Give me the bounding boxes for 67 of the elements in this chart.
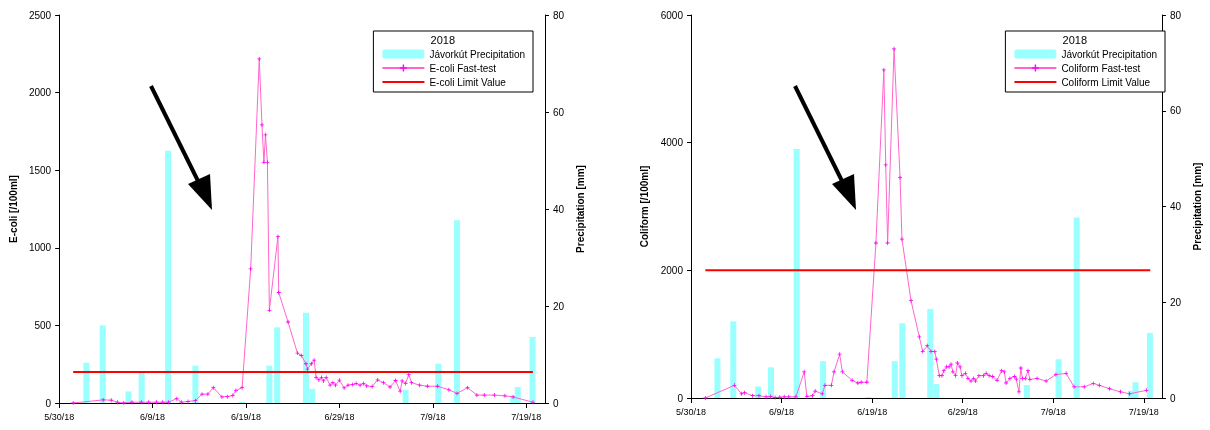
legend-label: E-coli Limit Value bbox=[429, 76, 507, 88]
legend-title: 2018 bbox=[430, 33, 456, 46]
bar bbox=[714, 358, 721, 398]
y2-tick-label: 20 bbox=[1169, 296, 1182, 308]
y2-tick-label: 20 bbox=[553, 300, 565, 312]
y2-tick-label: 80 bbox=[1169, 9, 1182, 21]
bar bbox=[730, 321, 737, 398]
y-tick-label: 0 bbox=[677, 392, 684, 404]
bar bbox=[514, 387, 521, 403]
bar bbox=[266, 365, 273, 403]
bar bbox=[1055, 359, 1062, 398]
bar bbox=[1132, 382, 1139, 398]
x-tick-label: 6/9/18 bbox=[140, 412, 166, 422]
y2-tick-label: 80 bbox=[553, 9, 565, 21]
y2-tick-label: 60 bbox=[1169, 105, 1182, 117]
y-tick-label: 2000 bbox=[28, 87, 52, 99]
bar bbox=[274, 327, 281, 403]
y-tick-label: 6000 bbox=[660, 9, 684, 21]
legend-label: Jávorkút Precipitation bbox=[429, 48, 526, 60]
y2-tick-label: 40 bbox=[553, 203, 565, 215]
bar bbox=[820, 361, 827, 398]
bar bbox=[793, 149, 800, 398]
legend-label: Coliform Limit Value bbox=[1061, 76, 1151, 88]
bar bbox=[529, 337, 536, 403]
y2-axis-title: Precipitation [mm] bbox=[1191, 162, 1203, 251]
bar bbox=[1073, 217, 1080, 398]
x-tick-label: 7/9/18 bbox=[420, 412, 446, 422]
x-tick-label: 5/30/18 bbox=[44, 412, 75, 422]
legend-label: Coliform Fast-test bbox=[1061, 62, 1141, 74]
x-tick-label: 6/29/18 bbox=[947, 407, 978, 417]
x-tick-label: 7/19/18 bbox=[511, 412, 542, 422]
x-tick-label: 6/19/18 bbox=[857, 407, 888, 417]
x-tick-label: 5/30/18 bbox=[675, 407, 707, 417]
bar bbox=[83, 362, 90, 403]
x-tick-label: 7/9/18 bbox=[1040, 407, 1066, 417]
y2-tick-label: 0 bbox=[1169, 392, 1176, 404]
bar bbox=[755, 386, 762, 398]
y-tick-label: 0 bbox=[45, 397, 52, 409]
y-tick-label: 2000 bbox=[660, 264, 684, 276]
bar bbox=[138, 371, 145, 403]
bar bbox=[1146, 332, 1153, 398]
y2-tick-label: 60 bbox=[553, 106, 565, 118]
y-tick-label: 1000 bbox=[28, 242, 52, 254]
legend-label: E-coli Fast-test bbox=[429, 62, 497, 74]
y-tick-label: 4000 bbox=[660, 137, 684, 149]
bar bbox=[125, 391, 132, 403]
legend-title: 2018 bbox=[1062, 33, 1088, 46]
x-tick-label: 6/9/18 bbox=[769, 407, 795, 417]
y-tick-label: 1500 bbox=[28, 164, 52, 176]
y2-axis-title: Precipitation [mm] bbox=[574, 165, 586, 253]
bar bbox=[454, 220, 461, 403]
x-tick-label: 7/19/18 bbox=[1128, 407, 1159, 417]
y-axis-title: E-coli [/100ml] bbox=[7, 175, 19, 243]
x-tick-label: 6/29/18 bbox=[324, 412, 355, 422]
bar bbox=[402, 389, 409, 403]
y-tick-label: 2500 bbox=[28, 9, 52, 21]
y-axis-title: Coliform [/100ml] bbox=[639, 165, 651, 248]
bar bbox=[165, 150, 172, 403]
x-tick-label: 6/19/18 bbox=[231, 412, 262, 422]
legend-label: Jávorkút Precipitation bbox=[1061, 48, 1158, 60]
y2-tick-label: 0 bbox=[553, 397, 559, 409]
bar bbox=[1023, 385, 1030, 398]
y2-tick-label: 40 bbox=[1169, 201, 1182, 212]
bar bbox=[99, 325, 106, 403]
bar bbox=[435, 363, 442, 403]
y-tick-label: 500 bbox=[34, 319, 52, 331]
bar bbox=[768, 367, 775, 398]
